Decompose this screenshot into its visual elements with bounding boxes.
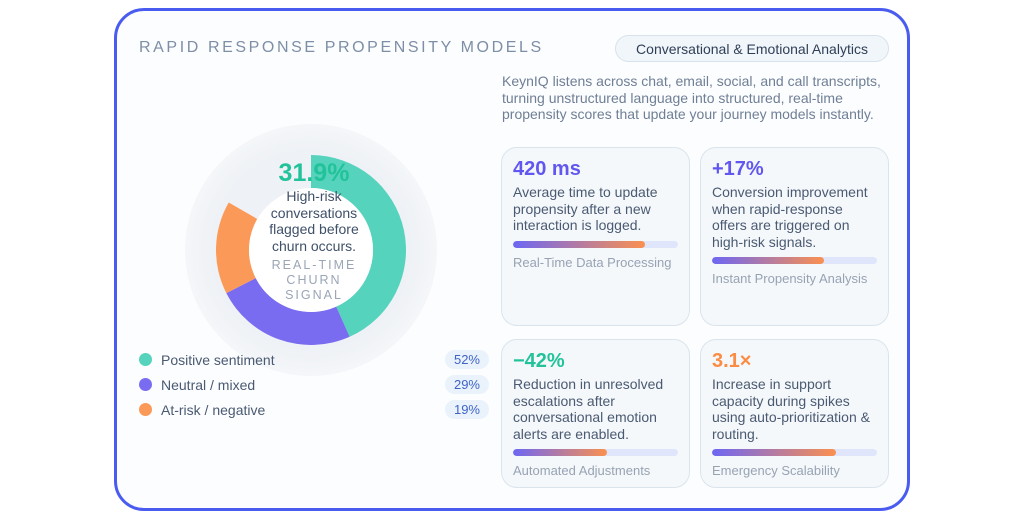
sentiment-donut-chart bbox=[216, 155, 406, 345]
positive-dot-icon bbox=[139, 353, 152, 366]
metric-card-latency: 420 ms Average time to update propensity… bbox=[501, 147, 690, 326]
metric-card-conversion: +17% Conversion improvement when rapid-r… bbox=[700, 147, 889, 326]
progress-bar bbox=[513, 240, 678, 248]
kpi-value: +17% bbox=[712, 158, 764, 180]
kpi-value: 3.1× bbox=[712, 350, 752, 372]
churn-caption: High-risk conversations flagged before c… bbox=[269, 188, 359, 254]
kpi-category: Real-Time Data Processing bbox=[513, 254, 672, 270]
legend-label: Neutral / mixed bbox=[161, 376, 256, 393]
category-tag: Conversational & Emotional Analytics bbox=[615, 35, 889, 62]
donut-segment-0 bbox=[311, 155, 406, 337]
donut-hole bbox=[249, 188, 373, 312]
progress-bar bbox=[712, 449, 877, 456]
kpi-category: Emergency Scalability bbox=[712, 463, 840, 478]
progress-bar bbox=[712, 257, 877, 264]
propensity-panel: RAPID RESPONSE PROPENSITY MODELS Convers… bbox=[114, 8, 910, 511]
progress-bar bbox=[513, 449, 678, 456]
donut-center: 31.9% High-risk conversations flagged be… bbox=[257, 159, 371, 303]
kpi-description: Increase in support capacity during spik… bbox=[712, 376, 870, 442]
legend-item: At-risk / negative 19% bbox=[139, 397, 489, 422]
kpi-value: 420 ms bbox=[513, 158, 581, 180]
legend-item: Positive sentiment 52% bbox=[139, 347, 489, 372]
description: KeynIQ listens across chat, email, socia… bbox=[502, 73, 881, 122]
kpi-description: Reduction in unresolved escalations afte… bbox=[513, 376, 664, 442]
kpi-category: Instant Propensity Analysis bbox=[712, 271, 868, 286]
metric-card-capacity: 3.1× Increase in support capacity during… bbox=[700, 339, 889, 488]
panel-title: RAPID RESPONSE PROPENSITY MODELS bbox=[139, 39, 544, 56]
kpi-category: Automated Adjustments bbox=[513, 463, 651, 478]
metric-card-escalations: −42% Reduction in unresolved escalations… bbox=[501, 339, 690, 488]
donut-segment-1 bbox=[226, 278, 350, 345]
signal-label: REAL-TIME CHURN SIGNAL bbox=[271, 258, 357, 302]
legend-label: Positive sentiment bbox=[161, 351, 275, 368]
progress-fill bbox=[712, 449, 836, 456]
legend-value: 52% bbox=[444, 350, 489, 369]
progress-fill bbox=[513, 240, 645, 248]
legend-item: Neutral / mixed 29% bbox=[139, 372, 489, 397]
at-risk-dot-icon bbox=[139, 403, 152, 416]
churn-rate-value: 31.9% bbox=[278, 159, 350, 187]
progress-fill bbox=[513, 449, 608, 456]
kpi-description: Average time to update propensity after … bbox=[513, 184, 658, 233]
progress-fill bbox=[712, 257, 825, 264]
legend-value: 29% bbox=[444, 375, 489, 394]
donut-segment-2 bbox=[216, 202, 258, 294]
kpi-description: Conversion improvement when rapid-respon… bbox=[712, 184, 868, 250]
kpi-value: −42% bbox=[513, 350, 565, 372]
legend-value: 19% bbox=[444, 400, 489, 419]
neutral-dot-icon bbox=[139, 378, 152, 391]
legend-label: At-risk / negative bbox=[161, 401, 266, 418]
sentiment-legend: Positive sentiment 52% Neutral / mixed 29%… bbox=[139, 347, 489, 422]
